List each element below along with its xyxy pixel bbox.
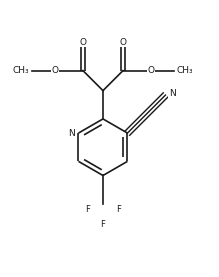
Text: F: F [85,205,90,214]
Text: CH₃: CH₃ [13,66,29,75]
Text: CH₃: CH₃ [177,66,193,75]
Text: F: F [101,220,105,229]
Text: O: O [79,38,87,47]
Text: O: O [51,66,58,75]
Text: N: N [68,129,74,138]
Text: O: O [120,38,127,47]
Text: O: O [148,66,155,75]
Text: N: N [169,89,175,98]
Text: F: F [116,205,121,214]
